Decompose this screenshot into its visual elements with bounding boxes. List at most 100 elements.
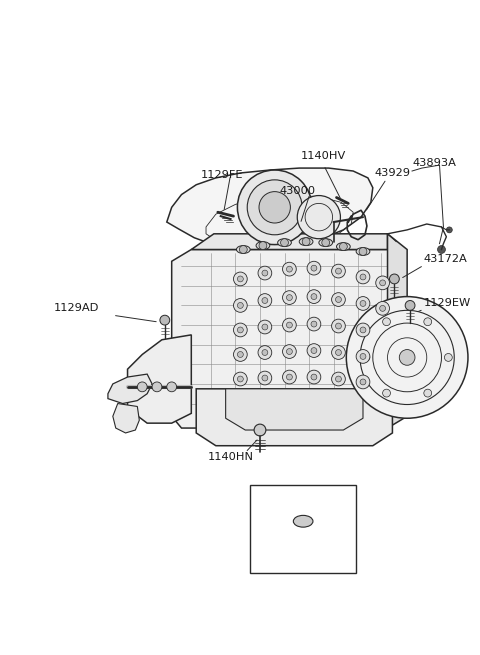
Circle shape xyxy=(258,320,272,334)
Polygon shape xyxy=(387,234,407,428)
Text: 43893A: 43893A xyxy=(412,158,456,168)
Circle shape xyxy=(356,323,370,337)
Bar xyxy=(250,485,356,573)
Circle shape xyxy=(283,345,296,358)
Circle shape xyxy=(254,424,266,436)
Circle shape xyxy=(311,321,317,327)
Circle shape xyxy=(283,318,296,332)
Circle shape xyxy=(383,318,390,326)
Circle shape xyxy=(311,293,317,299)
Circle shape xyxy=(307,290,321,303)
Circle shape xyxy=(287,374,292,380)
Circle shape xyxy=(438,246,445,253)
Polygon shape xyxy=(172,250,402,428)
Circle shape xyxy=(356,375,370,389)
Circle shape xyxy=(287,295,292,301)
Text: 43172A: 43172A xyxy=(424,254,468,265)
Circle shape xyxy=(307,261,321,275)
Circle shape xyxy=(359,248,367,255)
Circle shape xyxy=(336,268,341,274)
Circle shape xyxy=(356,270,370,284)
Circle shape xyxy=(233,323,247,337)
Polygon shape xyxy=(226,389,363,430)
Circle shape xyxy=(259,192,290,223)
Circle shape xyxy=(336,376,341,382)
Circle shape xyxy=(332,346,345,360)
Circle shape xyxy=(339,242,348,250)
Circle shape xyxy=(233,299,247,312)
Circle shape xyxy=(258,266,272,280)
Text: 43929: 43929 xyxy=(375,168,411,178)
Circle shape xyxy=(283,291,296,305)
Circle shape xyxy=(360,354,366,360)
Circle shape xyxy=(376,301,389,315)
Circle shape xyxy=(356,350,370,364)
Circle shape xyxy=(336,323,341,329)
Polygon shape xyxy=(192,234,387,250)
Circle shape xyxy=(262,324,268,330)
Circle shape xyxy=(238,303,243,309)
Circle shape xyxy=(307,370,321,384)
Circle shape xyxy=(362,354,370,362)
Circle shape xyxy=(424,389,432,397)
Circle shape xyxy=(356,297,370,310)
Circle shape xyxy=(258,371,272,385)
Circle shape xyxy=(233,372,247,386)
Circle shape xyxy=(258,293,272,307)
Circle shape xyxy=(238,170,312,244)
Polygon shape xyxy=(108,374,152,403)
Ellipse shape xyxy=(356,248,370,255)
Circle shape xyxy=(336,350,341,356)
Circle shape xyxy=(444,354,452,362)
Circle shape xyxy=(380,280,385,286)
Ellipse shape xyxy=(336,242,350,250)
Polygon shape xyxy=(128,335,192,423)
Circle shape xyxy=(262,375,268,381)
Circle shape xyxy=(167,382,177,392)
Circle shape xyxy=(399,350,415,365)
Ellipse shape xyxy=(293,515,313,527)
Circle shape xyxy=(233,348,247,362)
Circle shape xyxy=(311,374,317,380)
Ellipse shape xyxy=(319,238,333,246)
Circle shape xyxy=(297,196,340,238)
Text: 1140HV: 1140HV xyxy=(301,151,347,161)
Circle shape xyxy=(332,293,345,307)
Polygon shape xyxy=(167,168,373,250)
Circle shape xyxy=(376,276,389,290)
Circle shape xyxy=(283,370,296,384)
Circle shape xyxy=(360,379,366,385)
Circle shape xyxy=(360,301,366,307)
Text: 1129AD: 1129AD xyxy=(54,303,99,313)
Circle shape xyxy=(287,322,292,328)
Circle shape xyxy=(405,301,415,310)
Ellipse shape xyxy=(256,242,270,250)
Circle shape xyxy=(332,319,345,333)
Circle shape xyxy=(247,180,302,234)
Circle shape xyxy=(287,266,292,272)
Circle shape xyxy=(307,344,321,358)
Circle shape xyxy=(311,265,317,271)
Circle shape xyxy=(262,270,268,276)
Circle shape xyxy=(322,238,330,246)
Text: 1129AE: 1129AE xyxy=(281,491,325,501)
Circle shape xyxy=(262,297,268,303)
Circle shape xyxy=(424,318,432,326)
Ellipse shape xyxy=(277,238,291,246)
Circle shape xyxy=(240,246,247,253)
Circle shape xyxy=(383,389,390,397)
Circle shape xyxy=(258,346,272,360)
Circle shape xyxy=(446,227,452,233)
Circle shape xyxy=(283,262,296,276)
Text: 43000: 43000 xyxy=(280,185,316,196)
Text: 1140HN: 1140HN xyxy=(207,453,253,462)
Circle shape xyxy=(238,352,243,358)
Circle shape xyxy=(311,348,317,354)
Circle shape xyxy=(346,297,468,419)
Circle shape xyxy=(307,317,321,331)
Circle shape xyxy=(259,242,267,250)
Circle shape xyxy=(262,350,268,356)
Text: 1129EW: 1129EW xyxy=(424,299,471,309)
Polygon shape xyxy=(113,403,139,433)
Circle shape xyxy=(137,382,147,392)
